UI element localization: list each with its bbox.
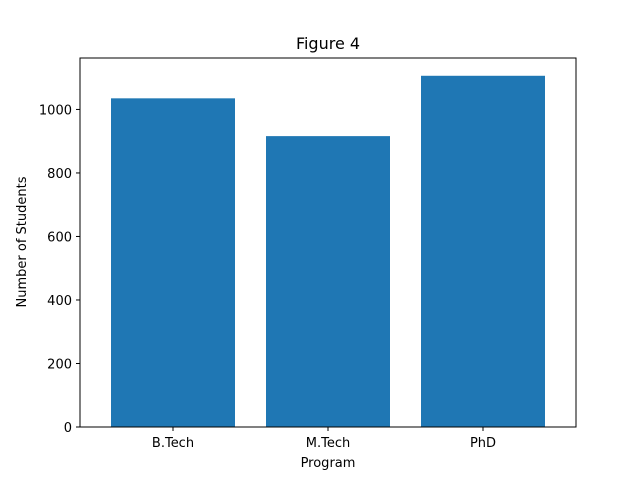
y-axis-label: Number of Students [15, 176, 30, 307]
x-axis-ticks: B.Tech M.Tech PhD [152, 427, 496, 451]
bar-b-tech [111, 98, 235, 428]
chart-title: Figure 4 [296, 34, 360, 53]
y-tick-label: 600 [47, 230, 72, 245]
x-tick-label: B.Tech [152, 436, 194, 451]
y-tick-label: 1000 [39, 103, 72, 118]
x-axis-label: Program [301, 456, 356, 471]
bar-phd [421, 75, 545, 427]
y-axis-ticks: 0 200 400 600 800 1000 [39, 103, 80, 436]
bar-group [111, 75, 545, 428]
plot-frame [79, 57, 577, 428]
x-tick-label: PhD [470, 436, 496, 451]
y-tick-label: 0 [64, 421, 72, 436]
bar-m-tech [266, 136, 390, 427]
y-tick-label: 200 [47, 357, 72, 372]
x-tick-label: M.Tech [306, 436, 350, 451]
y-tick-label: 800 [47, 167, 72, 182]
y-tick-label: 400 [47, 294, 72, 309]
